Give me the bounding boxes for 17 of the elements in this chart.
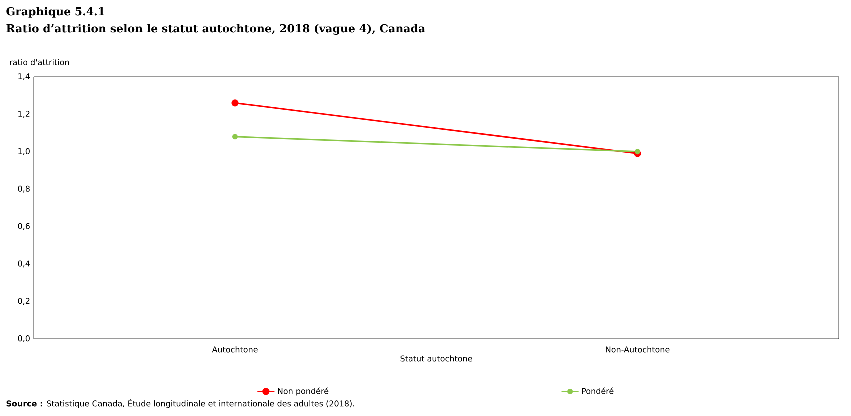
- y-tick-label: 1,4: [18, 74, 30, 80]
- legend-label: Pondéré: [582, 388, 614, 394]
- chart-title: Graphique 5.4.1: [6, 7, 104, 18]
- y-tick-label: 0,6: [18, 223, 30, 230]
- y-tick-label: 0,4: [18, 260, 30, 268]
- y-tick-label: 0,0: [18, 336, 30, 342]
- chart-subtitle: Ratio d’attrition selon le statut autochtone, 2018 (vague 4), Canada: [6, 24, 426, 36]
- legend-label: Non pondéré: [278, 388, 329, 396]
- text: Source : Statistique Canada, Étude longitudinale et internationale des adultes (2018).: [6, 399, 354, 408]
- y-tick-label: 1,2: [18, 110, 30, 118]
- y-tick-label: 0,8: [18, 186, 30, 193]
- y-axis-title: ratio d'attrition: [10, 59, 70, 66]
- y-tick-label: 0,2: [18, 298, 30, 305]
- x-tick-label: Autochtone: [212, 346, 258, 353]
- y-tick-label: 1,0: [18, 148, 30, 156]
- x-tick-label: Non-Autochtone: [606, 346, 670, 353]
- x-axis-title: Statut autochtone: [400, 356, 472, 362]
